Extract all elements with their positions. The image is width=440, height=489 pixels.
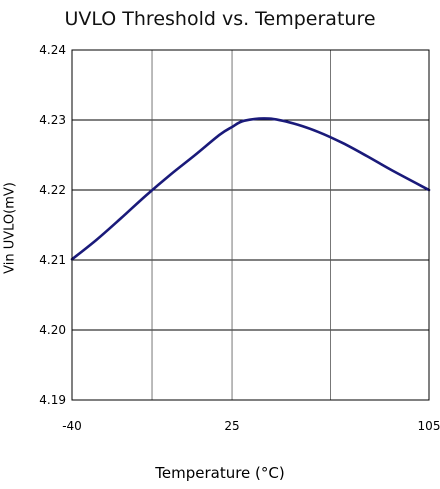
y-tick-label: 4.24	[39, 43, 66, 57]
series-layer	[70, 117, 431, 261]
x-tick-label: 25	[224, 419, 239, 433]
y-tick-label: 4.19	[39, 393, 66, 407]
y-tick-label: 4.21	[39, 253, 66, 267]
y-tick-label: 4.23	[39, 113, 66, 127]
plot-area-frame	[71, 49, 430, 401]
chart-title: UVLO Threshold vs. Temperature	[64, 8, 376, 30]
series-line	[70, 117, 431, 261]
y-tick-labels: 4.19 4.20 4.21 4.22 4.23 4.24	[39, 43, 66, 407]
gridlines	[71, 49, 430, 401]
x-axis-label: Temperature (°C)	[155, 464, 285, 482]
x-tick-labels: -40 25 105	[62, 419, 440, 433]
x-tick-label: -40	[62, 419, 82, 433]
y-tick-label: 4.20	[39, 323, 66, 337]
y-tick-label: 4.22	[39, 183, 66, 197]
x-tick-label: 105	[418, 419, 440, 433]
y-axis-label: Vin UVLO(mV)	[2, 182, 18, 274]
